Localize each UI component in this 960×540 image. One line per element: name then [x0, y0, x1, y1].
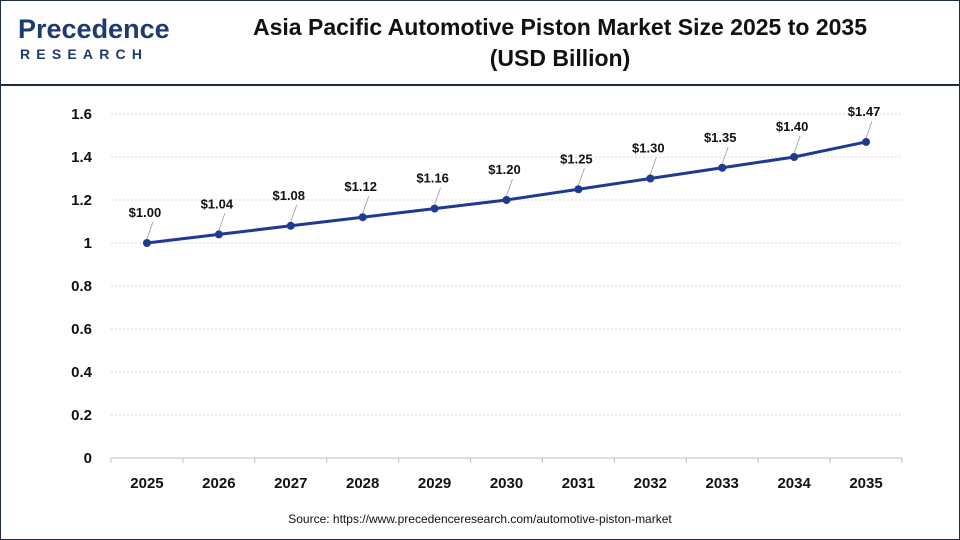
leader-line [506, 178, 513, 197]
logo-text: Precedence [18, 14, 170, 44]
y-tick-label: 0.2 [71, 407, 92, 424]
data-point [286, 221, 295, 230]
chart-title: Asia Pacific Automotive Piston Market Si… [200, 12, 920, 74]
y-tick-label: 0.8 [71, 278, 92, 295]
data-point [142, 239, 151, 247]
data-point [862, 137, 871, 146]
data-point [718, 163, 727, 172]
x-tick-label: 2027 [274, 475, 307, 492]
x-tick-label: 2033 [706, 475, 739, 492]
x-tick-label: 2034 [777, 475, 811, 492]
leader-line [578, 168, 585, 186]
y-tick-label: 1.2 [71, 192, 92, 209]
leader-line [793, 135, 801, 154]
chart-title-line2: (USD Billion) [489, 45, 631, 71]
data-label: $1.20 [488, 162, 521, 177]
data-label: $1.12 [344, 179, 377, 194]
x-tick-label: 2031 [562, 475, 595, 492]
data-point [574, 185, 583, 194]
data-point [646, 174, 655, 183]
leader-line [146, 221, 154, 240]
y-tick-label: 0.4 [71, 364, 93, 381]
data-label: $1.08 [272, 188, 305, 203]
leader-line [649, 157, 657, 175]
data-label: $1.16 [416, 171, 449, 186]
data-label: $1.40 [776, 119, 809, 134]
leader-line [290, 204, 298, 222]
leader-line [865, 120, 873, 139]
leader-line [434, 187, 441, 205]
x-tick-label: 2035 [849, 475, 882, 492]
y-tick-label: 1.6 [71, 106, 92, 123]
data-label: $1.30 [632, 141, 665, 156]
x-tick-label: 2025 [130, 475, 163, 492]
data-point [502, 196, 511, 204]
data-label: $1.00 [129, 205, 162, 220]
series-layer [142, 137, 871, 247]
logo-subtext: RESEARCH [20, 46, 149, 62]
data-point [358, 213, 367, 222]
line-chart: 0 0.2 0.4 0.6 0.8 1 1.2 1.4 1.6 2025 2026 2027 2028 2… [71, 104, 903, 492]
y-tick-label: 1.4 [71, 149, 93, 166]
data-point [214, 230, 223, 239]
x-tick-label: 2028 [346, 475, 379, 492]
series-line [146, 140, 867, 245]
data-label: $1.25 [560, 151, 593, 166]
y-tick-label: 1 [84, 235, 92, 252]
x-tick-label: 2030 [490, 475, 523, 492]
x-tick-label: 2032 [634, 475, 667, 492]
data-label: $1.35 [704, 130, 737, 145]
source-note: Source: https://www.precedenceresearch.c… [288, 512, 672, 526]
chart-title-line1: Asia Pacific Automotive Piston Market Si… [253, 14, 867, 40]
leader-line [721, 146, 729, 164]
x-tick-label: 2026 [202, 475, 235, 492]
y-tick-label: 0 [84, 450, 92, 467]
data-label: $1.04 [201, 196, 234, 211]
data-point [430, 204, 439, 213]
data-point [790, 153, 799, 161]
x-tick-label: 2029 [418, 475, 451, 492]
label-layer: $1.00 $1.04 $1.08 $1.12 $1.16 $1.20 $1.25 $1.30… [129, 104, 881, 240]
brand-logo: Precedence RESEARCH [18, 14, 170, 70]
axis-layer: 0 0.2 0.4 0.6 0.8 1 1.2 1.4 1.6 2025 2026 2027 2028 2… [71, 106, 903, 492]
header: Precedence RESEARCH Asia Pacific Automot… [0, 0, 960, 86]
leader-line [362, 196, 370, 214]
y-tick-label: 0.6 [71, 321, 92, 338]
data-label: $1.47 [848, 104, 881, 119]
leader-line [218, 213, 226, 231]
